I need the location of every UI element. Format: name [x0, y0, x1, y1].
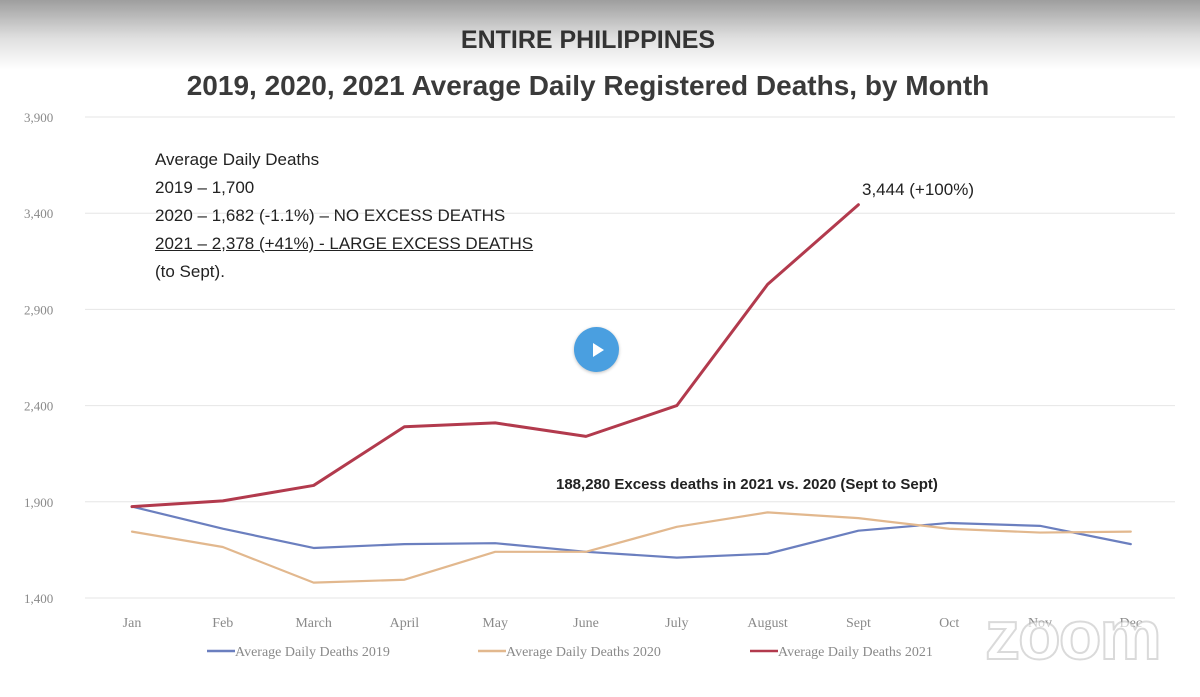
chart-subtitle: 2019, 2020, 2021 Average Daily Registere…: [186, 70, 990, 101]
x-tick-label: Nov: [1028, 616, 1052, 631]
peak-annotation: 3,444 (+100%): [862, 180, 974, 199]
play-icon: [593, 342, 604, 357]
x-tick-label: May: [482, 616, 508, 631]
summary-2021: 2021 – 2,378 (+41%) - LARGE EXCESS DEATH…: [155, 234, 534, 253]
x-tick-label: April: [390, 616, 420, 631]
x-tick-label: March: [295, 616, 332, 631]
x-tick-label: Oct: [939, 616, 959, 631]
excess-deaths-annotation: 188,280 Excess deaths in 2021 vs. 2020 (…: [556, 476, 938, 493]
x-tick-label: Dec: [1120, 616, 1143, 631]
y-tick-label: 2,400: [24, 399, 53, 414]
y-tick-label: 1,400: [24, 591, 53, 606]
play-button[interactable]: [574, 327, 619, 372]
zoom-watermark: zoom: [984, 596, 1163, 674]
series-line-2019: [130, 505, 1132, 559]
x-tick-label: Sept: [846, 616, 871, 631]
summary-2019: 2019 – 1,700: [155, 178, 255, 197]
summary-box: Average Daily Deaths 2019 – 1,700 2020 –…: [155, 146, 533, 286]
y-tick-label: 2,900: [24, 302, 53, 317]
legend-label: Average Daily Deaths 2020: [506, 645, 661, 660]
legend-label: Average Daily Deaths 2019: [235, 645, 390, 660]
summary-note: (to Sept).: [155, 262, 225, 281]
summary-2020: 2020 – 1,682 (-1.1%) – NO EXCESS DEATHS: [155, 206, 506, 225]
x-tick-label: Jan: [123, 616, 142, 631]
y-tick-label: 3,400: [24, 206, 53, 221]
x-tick-label: Feb: [212, 616, 233, 631]
series-line-2020: [130, 511, 1132, 584]
x-tick-label: August: [747, 616, 788, 631]
chart-title: ENTIRE PHILIPPINES: [460, 26, 716, 54]
y-tick-label: 1,900: [24, 495, 53, 510]
series-line-2021: [130, 203, 860, 509]
x-tick-label: July: [665, 616, 688, 631]
y-tick-label: 3,900: [24, 110, 53, 125]
x-tick-label: June: [573, 616, 599, 631]
summary-heading: Average Daily Deaths: [155, 150, 320, 169]
legend-label: Average Daily Deaths 2021: [778, 645, 933, 660]
